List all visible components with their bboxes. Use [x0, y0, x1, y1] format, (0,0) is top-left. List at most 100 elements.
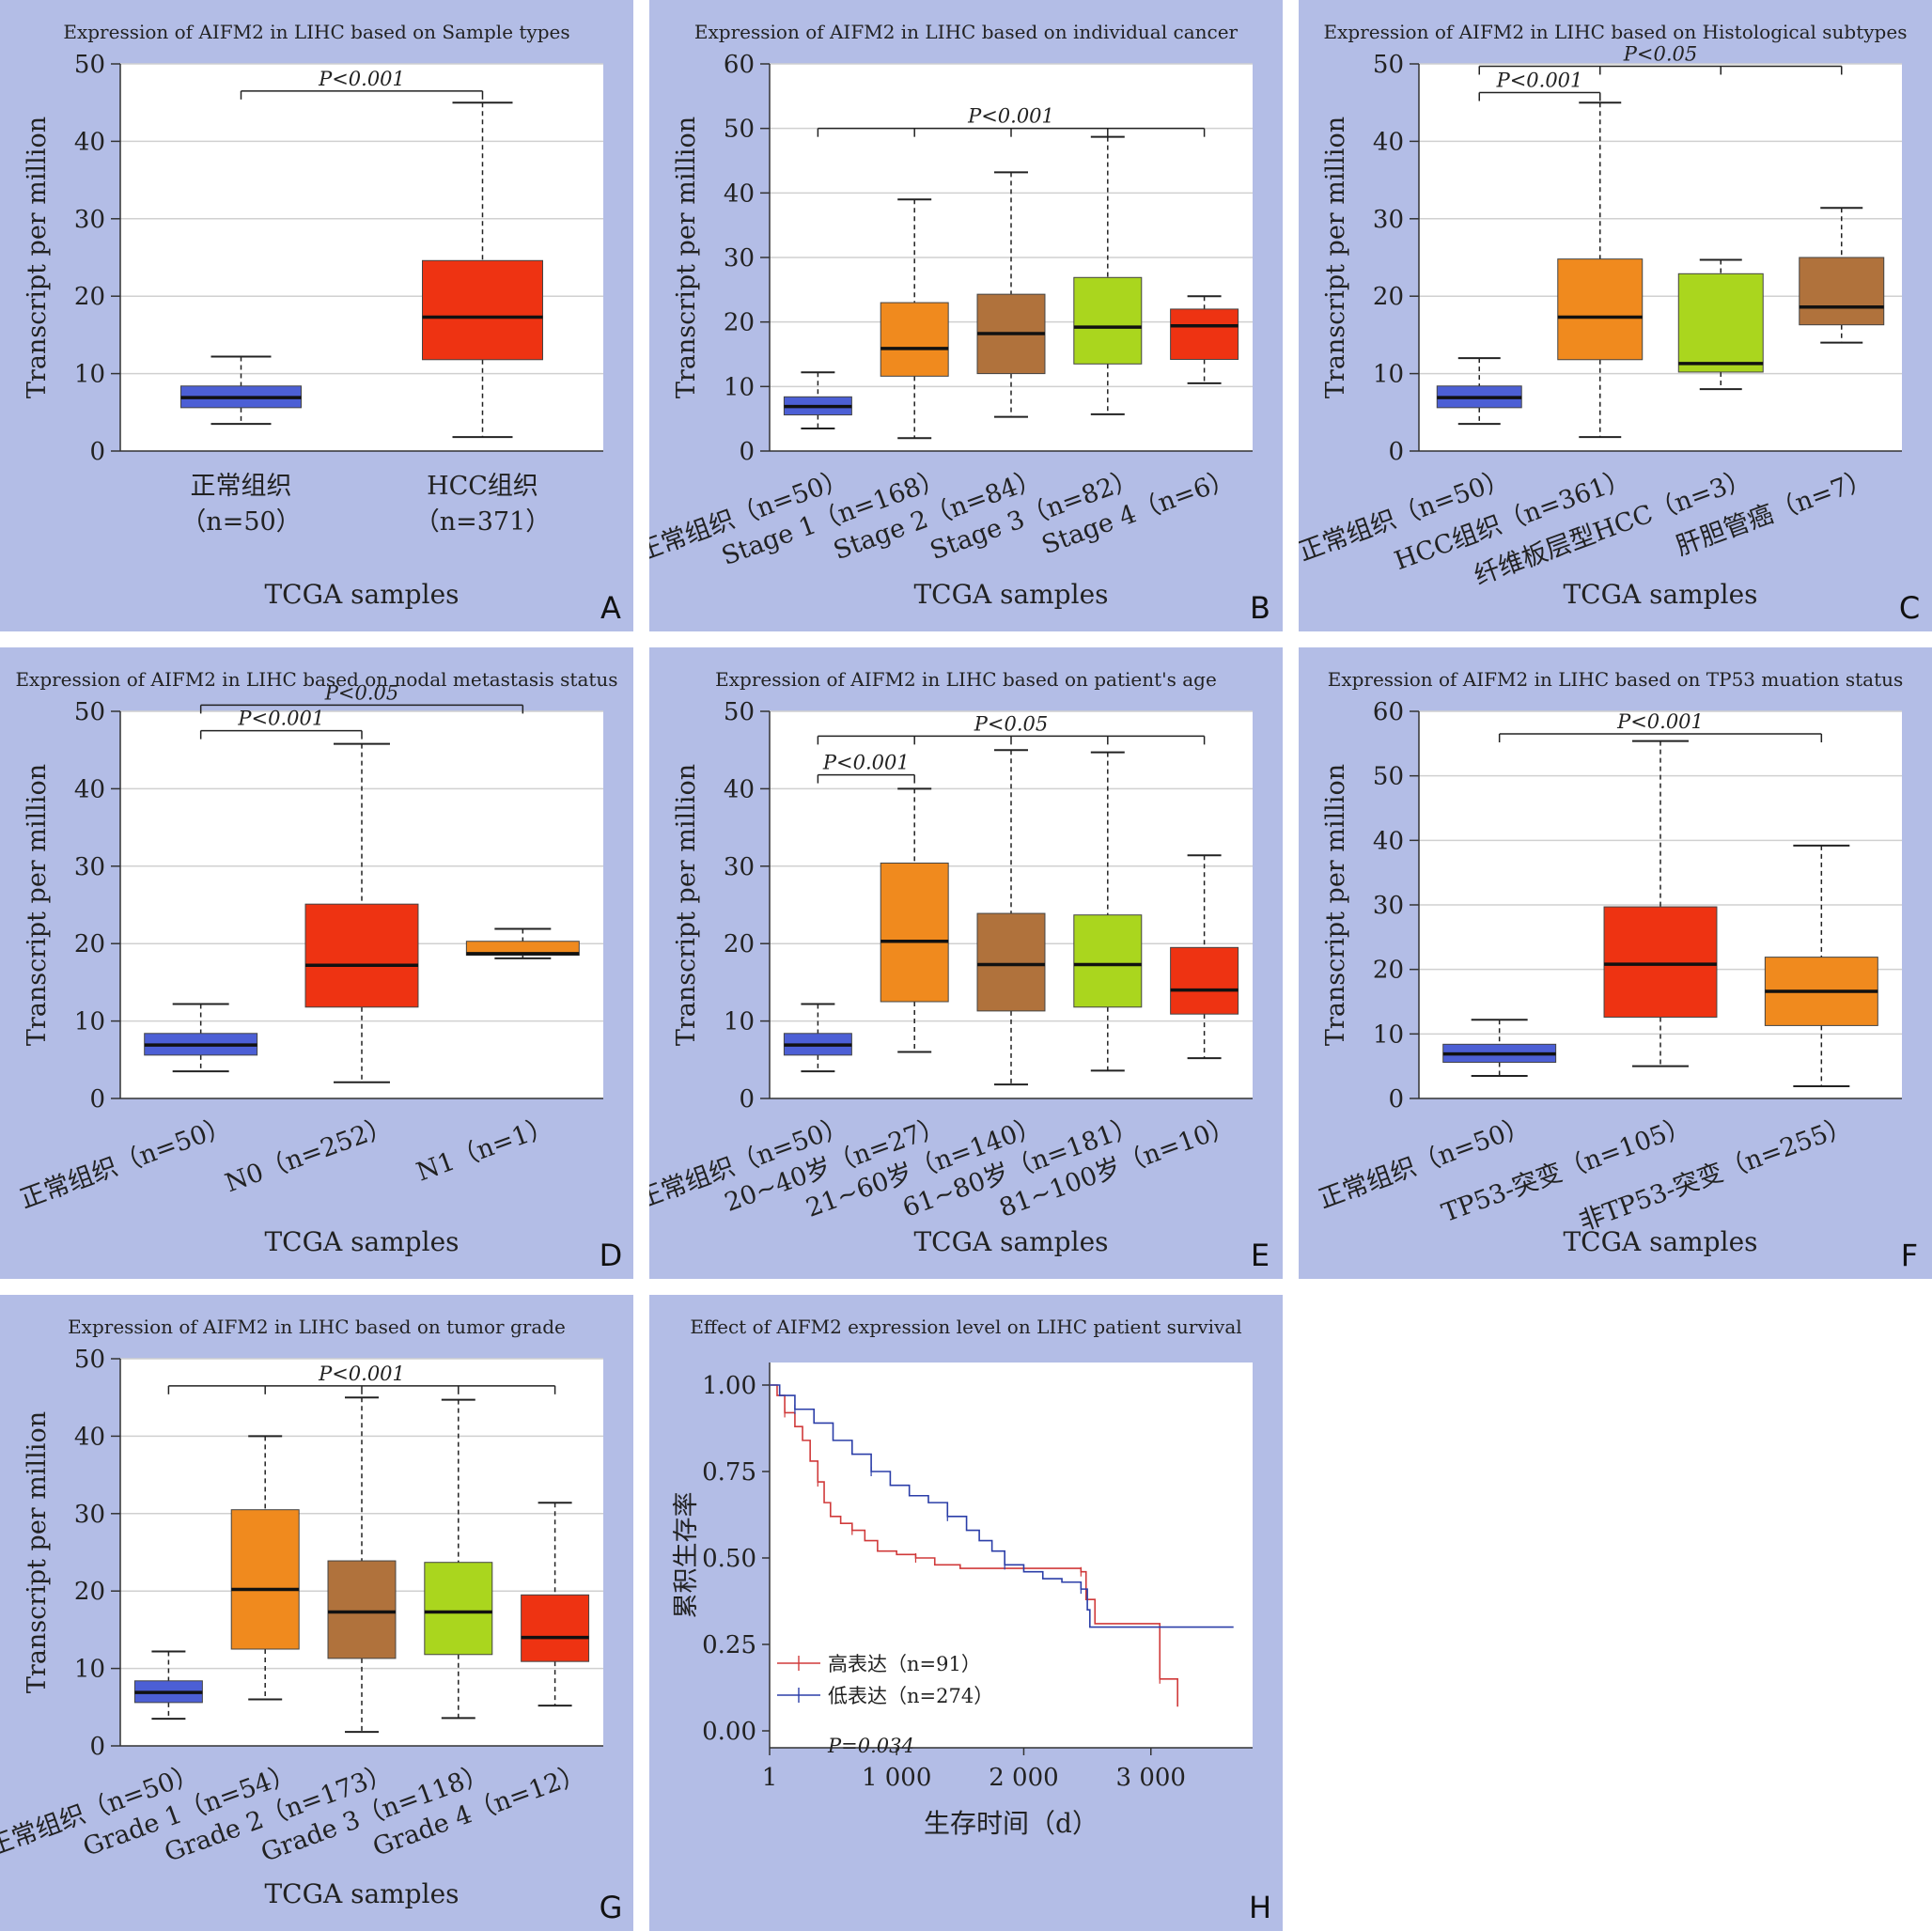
box-iqr: [230, 1509, 300, 1650]
y-tick-label: 40: [724, 179, 755, 208]
survival-curve-high: [770, 1384, 1178, 1707]
box-1: [144, 1003, 258, 1073]
box-iqr: [880, 302, 949, 377]
y-tick-label: 30: [1373, 892, 1404, 920]
panel-f-tp53-mutation: F Expression of AIFM2 in LIHC based on TP…: [1299, 647, 1932, 1279]
y-tick-label: 0.25: [702, 1631, 756, 1659]
y-tick-label: 0.00: [702, 1718, 756, 1746]
significance-label: P<0.001: [822, 752, 910, 774]
significance-bracket: P<0.001: [817, 105, 1206, 137]
box-iqr: [1557, 258, 1644, 361]
chart-title: Expression of AIFM2 in LIHC based on TP5…: [1328, 668, 1904, 691]
box-3: [465, 927, 580, 959]
y-tick-label: 20: [74, 1578, 105, 1606]
box-3: [1764, 844, 1878, 1087]
y-tick-label: 40: [74, 775, 105, 803]
panel-letter: A: [600, 590, 621, 626]
y-tick-label: 50: [74, 698, 105, 726]
chart-title: Expression of AIFM2 in LIHC based on His…: [1324, 21, 1908, 43]
y-axis-label: Transcript per million: [1321, 117, 1350, 398]
survival-curve-low: [770, 1384, 1234, 1628]
x-category-label: N0（n=252）: [222, 1111, 397, 1198]
box-2: [1603, 740, 1718, 1067]
box-iqr: [327, 1560, 397, 1659]
chart-svg: E Expression of AIFM2 in LIHC based on pa…: [649, 668, 1270, 1273]
y-tick-label: 20: [74, 283, 105, 311]
box-4: [1073, 751, 1143, 1072]
significance-bracket: P<0.05: [199, 681, 524, 714]
y-tick-label: 40: [724, 775, 755, 803]
significance-label: P<0.001: [1496, 69, 1583, 91]
chart-svg: B Expression of AIFM2 in LIHC based on in…: [649, 21, 1270, 626]
chart-title: Expression of AIFM2 in LIHC based on nod…: [15, 668, 617, 691]
box-3: [1677, 258, 1764, 391]
box-1: [133, 1650, 203, 1721]
x-category-label: HCC组织: [427, 472, 538, 501]
y-tick-label: 30: [74, 1501, 105, 1529]
box-5: [1170, 854, 1239, 1060]
y-tick-label: 30: [74, 206, 105, 234]
y-tick-label: 50: [724, 698, 755, 726]
panel-letter: G: [600, 1890, 623, 1925]
y-tick-label: 0: [89, 1733, 105, 1761]
y-tick-label: 0: [89, 438, 105, 466]
x-axis-label: TCGA samples: [913, 579, 1108, 610]
x-tick-label: 1: [762, 1764, 778, 1792]
y-tick-label: 0: [1388, 438, 1404, 466]
box-3: [976, 749, 1046, 1086]
y-tick-label: 10: [74, 1008, 105, 1036]
x-axis-label: TCGA samples: [913, 1226, 1108, 1257]
y-axis-label: Transcript per million: [1321, 764, 1350, 1046]
y-tick-label: 10: [724, 373, 755, 401]
legend-label: 低表达（n=274）: [828, 1685, 993, 1707]
chart-svg: G Expression of AIFM2 in LIHC based on tu…: [0, 1316, 623, 1925]
significance-bracket: P<0.001: [240, 68, 484, 100]
box-1: [783, 1003, 852, 1073]
box-4: [1073, 135, 1143, 415]
box-5: [1170, 295, 1239, 384]
y-axis-label: 累积生存率: [672, 1492, 701, 1619]
chart-svg: A Expression of AIFM2 in LIHC based on Sa…: [23, 21, 621, 626]
x-tick-label: 1 000: [862, 1764, 931, 1792]
chart-svg: D Expression of AIFM2 in LIHC based on no…: [15, 668, 622, 1273]
panel-b-individual-cancer-stage: B Expression of AIFM2 in LIHC based on in…: [649, 0, 1283, 631]
y-tick-label: 40: [74, 128, 105, 156]
box-1: [783, 371, 852, 429]
y-tick-label: 0: [89, 1085, 105, 1113]
chart-title: Expression of AIFM2 in LIHC based on pat…: [715, 668, 1217, 691]
significance-bracket: P<0.05: [1478, 42, 1843, 75]
y-tick-label: 0.75: [702, 1458, 756, 1487]
chart-title: Effect of AIFM2 expression level on LIHC…: [690, 1316, 1241, 1338]
panel-letter: H: [1249, 1890, 1271, 1925]
y-axis-label: Transcript per million: [23, 764, 52, 1046]
y-tick-label: 20: [1373, 283, 1404, 311]
y-tick-label: 50: [1373, 763, 1404, 791]
y-tick-label: 50: [1373, 51, 1404, 79]
box-3: [976, 171, 1046, 418]
box-iqr: [521, 1594, 590, 1662]
y-axis-label: Transcript per million: [23, 1411, 52, 1693]
significance-label: P<0.05: [1623, 42, 1697, 65]
box-iqr: [424, 1562, 493, 1656]
box-iqr: [1603, 906, 1718, 1018]
box-iqr: [1073, 914, 1143, 1008]
box-iqr: [422, 259, 543, 361]
box-1: [1442, 1019, 1557, 1077]
significance-bracket: P<0.001: [1478, 69, 1601, 101]
significance-bracket: P<0.001: [199, 708, 363, 740]
x-category-n-label: （n=50）: [180, 507, 301, 537]
x-axis-label: TCGA samples: [1563, 579, 1757, 610]
y-tick-label: 40: [1373, 128, 1404, 156]
x-category-label: 非TP53-突变（n=255）: [1575, 1111, 1855, 1237]
panel-h-survival-curve: H Effect of AIFM2 expression level on LIH…: [649, 1295, 1283, 1931]
y-axis-label: Transcript per million: [23, 117, 52, 398]
y-tick-label: 40: [1373, 827, 1404, 855]
y-tick-label: 10: [74, 361, 105, 389]
box-3: [327, 1396, 397, 1734]
panel-a-sample-types: A Expression of AIFM2 in LIHC based on Sa…: [0, 0, 633, 631]
y-tick-label: 20: [1373, 957, 1404, 985]
box-iqr: [1170, 946, 1239, 1015]
panel-g-tumor-grade: G Expression of AIFM2 in LIHC based on tu…: [0, 1295, 633, 1931]
significance-label: P<0.05: [974, 712, 1048, 735]
y-tick-label: 20: [724, 930, 755, 958]
